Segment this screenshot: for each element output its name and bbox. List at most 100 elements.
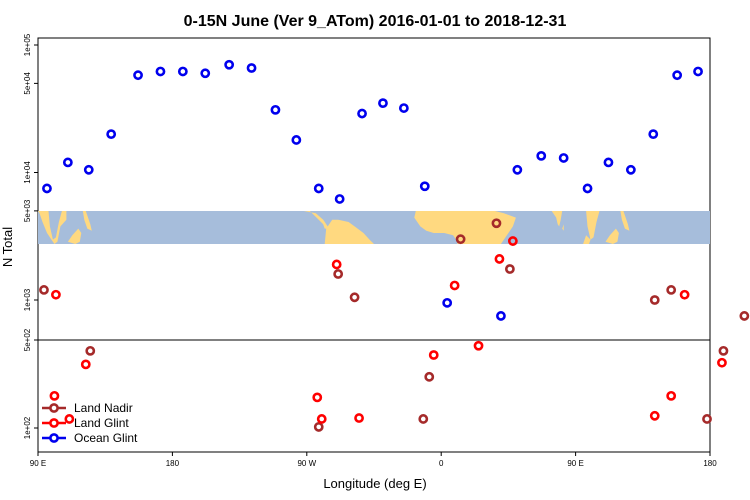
x-tick-label: 180 [166,459,180,468]
map-strip [38,211,710,244]
point-land-glint [316,414,327,424]
point-ocean-glint [83,164,94,175]
point-land-glint [80,359,91,370]
point-land-glint [473,340,484,351]
land-philippines [82,211,92,231]
point-land-nadir [666,285,677,295]
y-tick-label: 1e+03 [23,288,32,311]
point-ocean-glint [200,68,211,79]
point-ocean-glint [62,157,73,168]
point-land-nadir [702,414,712,424]
point-land-glint [331,259,342,270]
x-tick-label: 0 [439,459,444,468]
y-tick-label: 5e+04 [23,72,32,95]
point-ocean-glint [313,183,324,194]
point-land-glint [428,350,439,360]
land-asia [38,211,67,244]
point-ocean-glint [603,157,614,168]
point-land-glint [507,236,518,246]
y-tick-label: 1e+04 [23,161,32,184]
point-land-nadir [455,234,466,245]
legend-label-land-nadir: Land Nadir [74,401,133,415]
point-land-nadir [349,292,360,303]
data-points [39,59,750,432]
point-land-nadir [424,371,435,382]
x-tick-label: 90 E [567,459,583,468]
point-ocean-glint [291,135,302,145]
land-borneo [67,228,82,244]
point-land-glint [717,357,727,368]
land-sumatra [583,235,591,244]
point-land-nadir [649,295,660,305]
point-ocean-glint [442,297,453,308]
land-sri-lanka [562,224,564,231]
point-land-glint [49,390,60,401]
point-land-nadir [418,414,429,424]
x-tick-label: 180 [703,459,717,468]
point-ocean-glint [582,183,593,194]
legend-marker-ocean-glint [49,433,59,443]
point-land-glint [312,392,323,403]
point-land-nadir [504,264,515,274]
point-ocean-glint [357,108,367,119]
point-ocean-glint [224,59,235,70]
legend-label-land-glint: Land Glint [74,416,129,430]
x-tick-label: 90 E [30,459,46,468]
land-borneo-2 [605,228,619,244]
y-tick-label: 1e+02 [23,416,32,439]
land-south-america [324,219,374,244]
point-land-nadir [313,422,324,432]
point-land-nadir [718,345,729,356]
point-ocean-glint [334,194,345,204]
land-indochina [586,211,600,240]
point-ocean-glint [106,129,117,140]
point-ocean-glint [512,164,523,175]
x-axis: 90 E 180 90 W 0 90 E 180 [30,452,717,468]
point-land-nadir [739,311,750,321]
point-ocean-glint [133,70,143,81]
y-tick-label: 1e+05 [23,33,32,56]
point-ocean-glint [246,63,257,73]
point-ocean-glint [419,181,430,192]
point-land-glint [64,414,75,424]
point-land-glint [51,289,61,300]
point-ocean-glint [625,164,636,175]
x-tick-label: 90 W [297,459,316,468]
plot-frame [37,37,711,453]
land-africa [414,211,516,244]
point-land-nadir [39,285,49,295]
point-ocean-glint [558,153,569,163]
point-land-glint [354,413,364,423]
point-ocean-glint [378,98,388,109]
point-land-glint [449,280,460,291]
point-ocean-glint [672,70,683,81]
land-central-america [296,211,330,229]
legend-marker-land-glint [49,418,59,428]
point-ocean-glint [42,183,52,194]
point-ocean-glint [398,103,409,113]
point-ocean-glint [270,104,281,115]
legend-label-ocean-glint: Ocean Glint [74,431,138,445]
y-tick-label: 5e+03 [23,199,32,222]
legend-marker-land-nadir [49,403,59,413]
point-land-nadir [333,269,344,279]
y-tick-label: 5e+02 [23,328,32,351]
point-land-glint [679,289,690,300]
x-axis-label: Longitude (deg E) [323,476,426,491]
point-ocean-glint [177,66,188,77]
point-ocean-glint [693,66,703,77]
point-land-glint [649,410,660,421]
point-ocean-glint [536,150,547,161]
land-philippines-2 [620,211,630,231]
point-land-glint [666,390,677,401]
land-india [551,211,563,227]
point-ocean-glint [155,66,166,77]
point-ocean-glint [496,311,506,321]
chart-title: 0-15N June (Ver 9_ATom) 2016-01-01 to 20… [184,13,567,30]
y-axis: 1e+02 5e+02 1e+03 5e+03 1e+04 5e+04 1e+05 [23,33,38,439]
y-axis-label: N Total [0,227,15,267]
point-land-nadir [491,218,502,229]
point-land-nadir [85,345,96,356]
